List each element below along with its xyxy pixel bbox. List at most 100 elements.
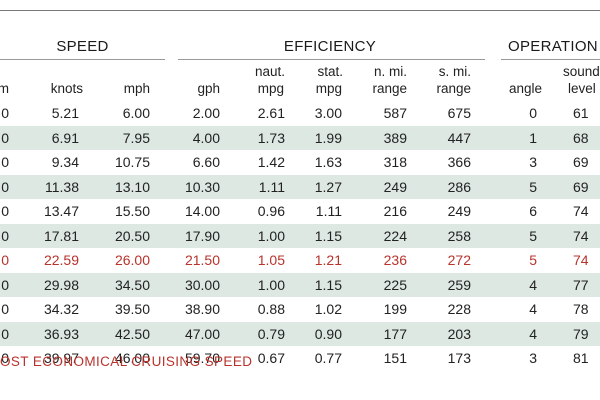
- cell-angle: 5: [529, 178, 537, 195]
- cell-sound: 74: [573, 252, 589, 268]
- cell-stat-mpg: 0.90: [314, 325, 342, 342]
- table-row: 0 9.34 10.75 6.60 1.42 1.63 318 366 3 69: [0, 150, 600, 175]
- cell-naut-mpg: 1.42: [257, 154, 285, 170]
- column-header-naut-mpg-line2: mpg: [257, 81, 284, 96]
- cell-knots: 11.38: [45, 178, 79, 195]
- cell-smi-range: 259: [447, 276, 471, 293]
- cell-mph: 39.50: [114, 301, 150, 317]
- column-header-sound-line2: level: [568, 81, 596, 96]
- cell-gph: 47.00: [184, 325, 220, 342]
- group-header-speed: SPEED: [56, 38, 109, 55]
- cell-mph: 10.75: [114, 154, 150, 170]
- cell-nmi-range: 389: [383, 129, 407, 146]
- cell-angle: 4: [529, 276, 537, 293]
- column-header-gph: gph: [197, 81, 220, 96]
- cell-smi-range: 675: [447, 105, 471, 121]
- cell-naut-mpg: 1.00: [257, 276, 285, 293]
- cell-rpm: 0: [1, 325, 9, 342]
- top-rule: [0, 10, 600, 11]
- cell-gph: 14.00: [184, 203, 220, 219]
- cell-sound: 79: [573, 325, 589, 342]
- cell-rpm: 0: [1, 350, 9, 366]
- cell-mph: 20.50: [114, 227, 150, 244]
- cell-angle: 3: [529, 154, 537, 170]
- table-row: 0 36.93 42.50 47.00 0.79 0.90 177 203 4 79: [0, 321, 600, 346]
- cell-knots: 9.34: [51, 154, 79, 170]
- cell-stat-mpg: 1.27: [314, 178, 342, 195]
- cell-knots: 29.98: [43, 276, 79, 293]
- cell-naut-mpg: 2.61: [257, 105, 285, 121]
- column-header-nmi-range-line2: range: [372, 81, 407, 96]
- cell-mph: 34.50: [114, 276, 150, 293]
- cell-smi-range: 228: [447, 301, 471, 317]
- cell-rpm: 0: [1, 276, 9, 293]
- cell-mph: 42.50: [114, 325, 150, 342]
- cell-naut-mpg: 1.73: [257, 129, 285, 146]
- column-header-knots: knots: [50, 81, 83, 96]
- cell-stat-mpg: 1.15: [314, 276, 342, 293]
- cell-nmi-range: 249: [383, 178, 407, 195]
- cell-mph: 7.95: [122, 129, 150, 146]
- cell-rpm: 0: [1, 301, 9, 317]
- cell-rpm: 0: [1, 154, 9, 170]
- cell-nmi-range: 216: [383, 203, 407, 219]
- cell-sound: 69: [573, 154, 589, 170]
- cell-naut-mpg: 1.05: [257, 252, 285, 268]
- cell-nmi-range: 177: [383, 325, 407, 342]
- cell-gph: 17.90: [184, 227, 220, 244]
- cell-angle: 1: [529, 129, 537, 146]
- cell-knots: 39.97: [43, 350, 79, 366]
- cell-knots: 34.32: [43, 301, 79, 317]
- cell-naut-mpg: 0.88: [257, 301, 285, 317]
- cell-angle: 4: [529, 301, 537, 317]
- table-row: 0 29.98 34.50 30.00 1.00 1.15 225 259 4 77: [0, 272, 600, 297]
- column-header-stat-mpg-line2: mpg: [315, 81, 342, 96]
- cell-rpm: 0: [1, 105, 9, 121]
- cell-rpm: 0: [1, 129, 9, 146]
- cell-knots: 5.21: [51, 105, 79, 121]
- cell-sound: 74: [573, 203, 589, 219]
- table-row: 0 39.97 46.00 59.70 0.67 0.77 151 173 3 81: [0, 346, 600, 371]
- group-rule-speed: [0, 59, 165, 60]
- cell-nmi-range: 318: [383, 154, 407, 170]
- cell-nmi-range: 225: [383, 276, 407, 293]
- cell-angle: 6: [529, 203, 537, 219]
- cell-gph: 59.70: [184, 350, 220, 366]
- column-header-naut-mpg-line1: naut.: [254, 64, 285, 79]
- table-row: 0 6.91 7.95 4.00 1.73 1.99 389 447 1 68: [0, 125, 600, 150]
- table-row-economical: 0 22.59 26.00 21.50 1.05 1.21 236 272 5 74: [0, 248, 600, 273]
- cell-naut-mpg: 0.67: [257, 350, 285, 366]
- cell-naut-mpg: 1.00: [257, 227, 285, 244]
- cell-sound: 68: [573, 129, 589, 146]
- group-header-efficiency: EFFICIENCY: [283, 38, 377, 55]
- cell-stat-mpg: 1.02: [314, 301, 342, 317]
- column-header-angle: angle: [508, 81, 542, 96]
- cell-sound: 61: [573, 105, 589, 121]
- cell-gph: 10.30: [184, 178, 220, 195]
- cell-nmi-range: 199: [383, 301, 407, 317]
- cell-smi-range: 258: [447, 227, 471, 244]
- column-header-mph: mph: [123, 81, 150, 96]
- footnote-economical: OST ECONOMICAL CRUISING SPEED: [0, 354, 253, 369]
- cell-nmi-range: 224: [383, 227, 407, 244]
- table-body: 0 5.21 6.00 2.00 2.61 3.00 587 675 0 61 0 6.91 7.95 4…: [0, 101, 600, 371]
- cell-naut-mpg: 0.96: [257, 203, 285, 219]
- cell-smi-range: 366: [447, 154, 471, 170]
- cell-gph: 30.00: [184, 276, 220, 293]
- cell-gph: 4.00: [192, 129, 220, 146]
- cell-mph: 13.10: [114, 178, 150, 195]
- cell-gph: 21.50: [184, 252, 220, 268]
- cell-sound: 74: [573, 227, 589, 244]
- cell-stat-mpg: 0.77: [314, 350, 342, 366]
- cell-stat-mpg: 1.11: [315, 203, 342, 219]
- table-row: 0 34.32 39.50 38.90 0.88 1.02 199 228 4 78: [0, 297, 600, 322]
- table-row: 0 11.38 13.10 10.30 1.11 1.27 249 286 5 69: [0, 174, 600, 199]
- cell-stat-mpg: 1.63: [314, 154, 342, 170]
- column-header-smi-range-line1: s. mi.: [438, 64, 471, 79]
- cell-smi-range: 447: [447, 129, 471, 146]
- cell-mph: 46.00: [114, 350, 150, 366]
- cell-angle: 0: [529, 105, 537, 121]
- cell-stat-mpg: 1.21: [314, 252, 342, 268]
- cell-nmi-range: 151: [383, 350, 407, 366]
